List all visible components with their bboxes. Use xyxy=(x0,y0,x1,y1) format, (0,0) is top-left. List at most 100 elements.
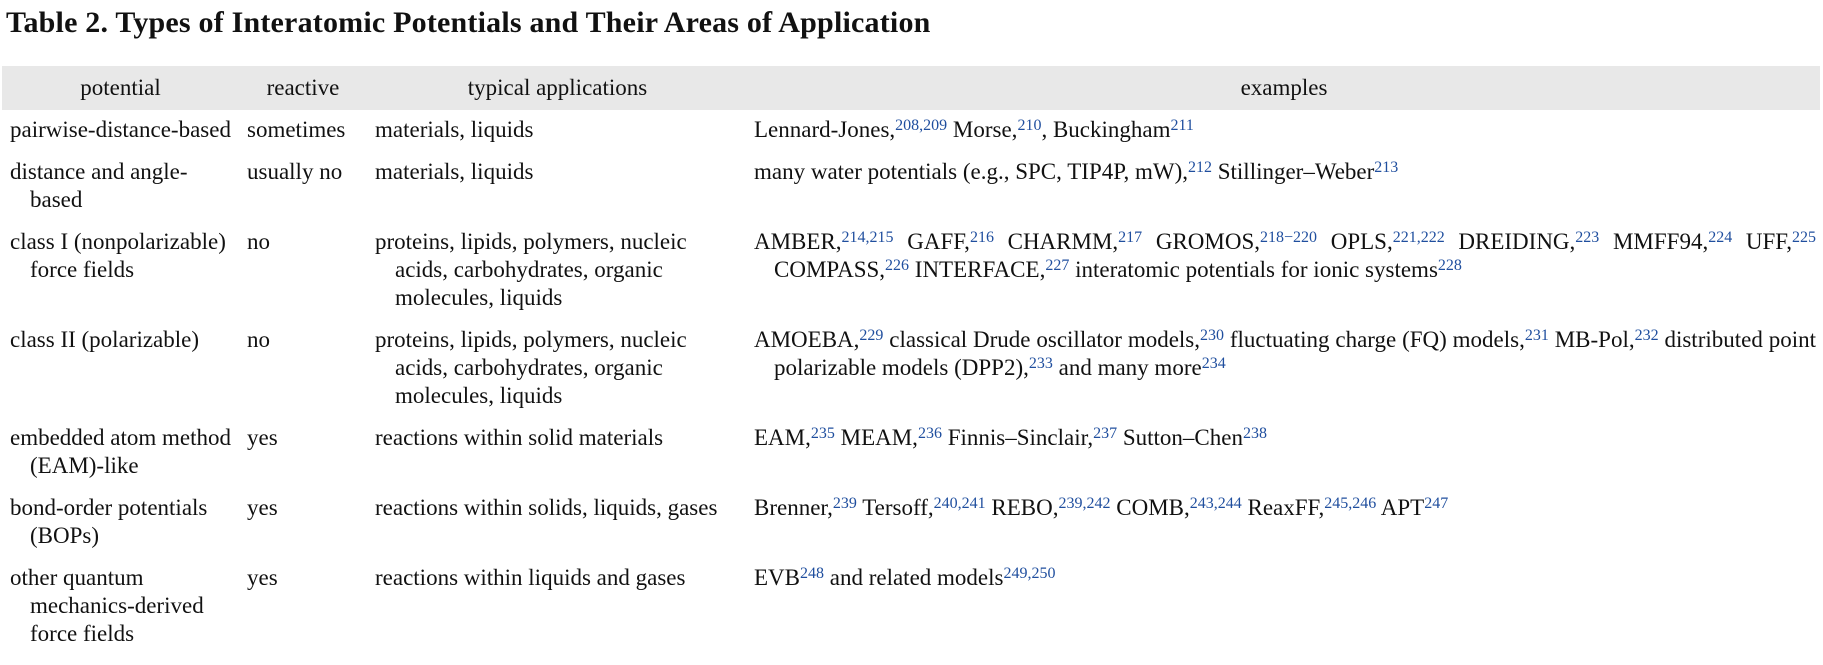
citation-ref[interactable]: 224 xyxy=(1708,229,1733,246)
example-text: distributed point polarizable models (DP… xyxy=(774,327,1816,380)
cell-potential: embedded atom method (EAM)-like xyxy=(10,425,231,478)
cell-reactive: usually no xyxy=(247,159,343,184)
example-text: fluctuating charge (FQ) models, xyxy=(1224,327,1525,352)
cell-applications: reactions within solid materials xyxy=(375,425,664,450)
citation-ref[interactable]: 226 xyxy=(885,257,910,274)
table-row: other quantum mechanics-derived force fi… xyxy=(2,558,1820,656)
example-text: ReaxFF, xyxy=(1241,495,1325,520)
citation-ref[interactable]: 232 xyxy=(1634,327,1659,344)
citation-ref[interactable]: 234 xyxy=(1201,355,1226,372)
citation-ref[interactable]: 228 xyxy=(1437,257,1462,274)
cell-potential: pairwise-distance-based xyxy=(10,117,231,142)
cell-applications: proteins, lipids, polymers, nucleic acid… xyxy=(375,327,687,408)
citation-ref[interactable]: 221,222 xyxy=(1392,229,1445,246)
cell-potential: class I (nonpolarizable) force fields xyxy=(10,229,226,282)
citation-ref[interactable]: 236 xyxy=(917,425,942,442)
citation-ref[interactable]: 239 xyxy=(832,495,857,512)
cell-examples: many water potentials (e.g., SPC, TIP4P,… xyxy=(748,152,1820,222)
cell-examples: AMBER,214,215 GAFF,216 CHARMM,217 GROMOS… xyxy=(748,222,1820,320)
cell-potential: other quantum mechanics-derived force fi… xyxy=(10,565,204,646)
example-text: MEAM, xyxy=(834,425,918,450)
cell-examples: EAM,235 MEAM,236 Finnis–Sinclair,237 Sut… xyxy=(748,418,1820,488)
citation-ref[interactable]: 245,246 xyxy=(1324,495,1377,512)
example-text: and many more xyxy=(1052,355,1202,380)
example-text: Morse, xyxy=(947,117,1018,142)
cell-applications: reactions within solids, liquids, gases xyxy=(375,495,718,520)
example-text: GAFF, xyxy=(893,229,970,254)
example-text: , Buckingham xyxy=(1041,117,1171,142)
citation-ref[interactable]: 212 xyxy=(1187,159,1212,176)
cell-reactive: no xyxy=(247,229,270,254)
example-text: MB-Pol, xyxy=(1548,327,1635,352)
cell-examples: EVB248 and related models249,250 xyxy=(748,558,1820,656)
example-text: EVB xyxy=(754,565,800,590)
example-text: DREIDING, xyxy=(1444,229,1576,254)
table-body: pairwise-distance-based sometimes material… xyxy=(2,110,1820,656)
example-text: COMPASS, xyxy=(774,257,886,282)
example-text: UFF, xyxy=(1732,229,1792,254)
citation-ref[interactable]: 240,241 xyxy=(933,495,986,512)
citation-ref[interactable]: 211 xyxy=(1170,117,1194,134)
example-text: Lennard-Jones, xyxy=(754,117,896,142)
cell-reactive: sometimes xyxy=(247,117,346,142)
cell-examples: Lennard-Jones,208,209 Morse,210, Bucking… xyxy=(748,110,1820,152)
citation-ref[interactable]: 249,250 xyxy=(1003,565,1056,582)
citation-ref[interactable]: 213 xyxy=(1374,159,1399,176)
citation-ref[interactable]: 217 xyxy=(1118,229,1143,246)
table-row: bond-order potentials (BOPs) yes reactions… xyxy=(2,488,1820,558)
example-text: AMOEBA, xyxy=(754,327,860,352)
table-title: Table 2. Types of Interatomic Potentials… xyxy=(6,6,931,39)
example-text: interatomic potentials for ionic systems xyxy=(1069,257,1438,282)
table-row: distance and angle-based usually no materi… xyxy=(2,152,1820,222)
example-text: APT xyxy=(1376,495,1425,520)
citation-ref[interactable]: 238 xyxy=(1242,425,1267,442)
cell-reactive: no xyxy=(247,327,270,352)
example-text: many water potentials (e.g., SPC, TIP4P,… xyxy=(754,159,1188,184)
cell-examples: Brenner,239 Tersoff,240,241 REBO,239,242… xyxy=(748,488,1820,558)
citation-ref[interactable]: 239,242 xyxy=(1058,495,1111,512)
citation-ref[interactable]: 216 xyxy=(969,229,994,246)
table-row: pairwise-distance-based sometimes material… xyxy=(2,110,1820,152)
cell-potential: class II (polarizable) xyxy=(10,327,200,352)
potentials-table: potential reactive typical applications … xyxy=(2,66,1820,656)
example-text: CHARMM, xyxy=(993,229,1119,254)
cell-reactive: yes xyxy=(247,565,278,590)
col-header-potential: potential xyxy=(80,75,161,100)
example-text: Finnis–Sinclair, xyxy=(941,425,1094,450)
citation-ref[interactable]: 231 xyxy=(1524,327,1549,344)
citation-ref[interactable]: 208,209 xyxy=(895,117,948,134)
example-text: AMBER, xyxy=(754,229,842,254)
cell-applications: materials, liquids xyxy=(375,117,534,142)
citation-ref[interactable]: 235 xyxy=(810,425,835,442)
citation-ref[interactable]: 237 xyxy=(1093,425,1118,442)
citation-ref[interactable]: 248 xyxy=(800,565,824,582)
citation-ref[interactable]: 210 xyxy=(1017,117,1042,134)
citation-ref[interactable]: 233 xyxy=(1028,355,1053,372)
cell-applications: materials, liquids xyxy=(375,159,534,184)
citation-ref[interactable]: 247 xyxy=(1424,495,1449,512)
table-row: class II (polarizable) no proteins, lipids… xyxy=(2,320,1820,418)
example-text: Stillinger–Weber xyxy=(1211,159,1375,184)
citation-ref[interactable]: 223 xyxy=(1575,229,1600,246)
citation-ref[interactable]: 218−220 xyxy=(1260,229,1318,246)
example-text: EAM, xyxy=(754,425,811,450)
citation-ref[interactable]: 229 xyxy=(859,327,884,344)
citation-ref[interactable]: 227 xyxy=(1045,257,1070,274)
example-text: classical Drude oscillator models, xyxy=(883,327,1201,352)
example-text: COMB, xyxy=(1110,495,1190,520)
citation-ref[interactable]: 225 xyxy=(1792,229,1816,246)
example-text: INTERFACE, xyxy=(909,257,1046,282)
citation-ref[interactable]: 243,244 xyxy=(1189,495,1242,512)
citation-ref[interactable]: 214,215 xyxy=(841,229,894,246)
example-text: GROMOS, xyxy=(1142,229,1261,254)
cell-applications: proteins, lipids, polymers, nucleic acid… xyxy=(375,229,687,310)
example-text: Tersoff, xyxy=(856,495,934,520)
example-text: Brenner, xyxy=(754,495,833,520)
citation-ref[interactable]: 230 xyxy=(1200,327,1225,344)
cell-applications: reactions within liquids and gases xyxy=(375,565,686,590)
example-text: Sutton–Chen xyxy=(1117,425,1243,450)
cell-reactive: yes xyxy=(247,425,278,450)
cell-potential: bond-order potentials (BOPs) xyxy=(10,495,208,548)
example-text: and related models xyxy=(824,565,1004,590)
